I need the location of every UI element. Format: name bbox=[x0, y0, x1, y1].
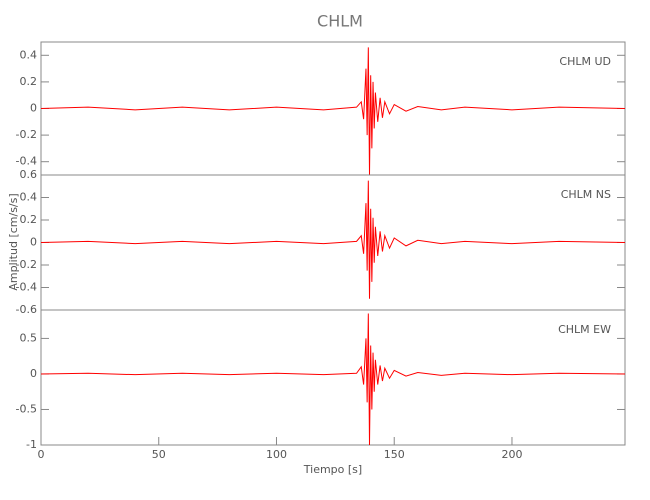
x-tick-label: 50 bbox=[152, 448, 166, 461]
y-tick-label: 0.6 bbox=[20, 168, 38, 181]
waveform bbox=[40, 313, 626, 446]
y-tick-label: 0.2 bbox=[20, 75, 38, 88]
waveform bbox=[40, 47, 626, 176]
y-tick-label: -0.2 bbox=[16, 128, 37, 141]
y-tick-label: -0.5 bbox=[16, 402, 37, 415]
y-tick-label: -0.6 bbox=[16, 303, 37, 316]
panel-frame bbox=[40, 309, 626, 446]
x-tick-label: 0 bbox=[38, 448, 45, 461]
x-tick-label: 150 bbox=[384, 448, 405, 461]
chart-title: CHLM bbox=[317, 12, 363, 31]
y-tick-label: -0.4 bbox=[16, 155, 37, 168]
y-axis-label: Amplitud [cm/s/s] bbox=[7, 193, 20, 290]
y-tick-label: -0.4 bbox=[16, 281, 37, 294]
y-tick-label: 0.2 bbox=[20, 213, 38, 226]
y-tick-label: -0.2 bbox=[16, 258, 37, 271]
panel-label: CHLM EW bbox=[558, 323, 611, 336]
y-tick-label: 0.4 bbox=[20, 191, 38, 204]
x-tick-label: 100 bbox=[266, 448, 287, 461]
y-tick-label: 0.4 bbox=[20, 48, 38, 61]
x-axis-label: Tiempo [s] bbox=[303, 463, 362, 476]
y-tick-label: 0.5 bbox=[20, 331, 38, 344]
waveform bbox=[40, 180, 626, 299]
x-tick-label: 200 bbox=[501, 448, 522, 461]
y-tick-label: -1 bbox=[26, 438, 37, 451]
y-tick-label: 0 bbox=[30, 236, 37, 249]
panel-label: CHLM UD bbox=[559, 55, 611, 68]
y-tick-label: 0 bbox=[30, 102, 37, 115]
panel-label: CHLM NS bbox=[561, 188, 611, 201]
y-tick-label: 0 bbox=[30, 367, 37, 380]
